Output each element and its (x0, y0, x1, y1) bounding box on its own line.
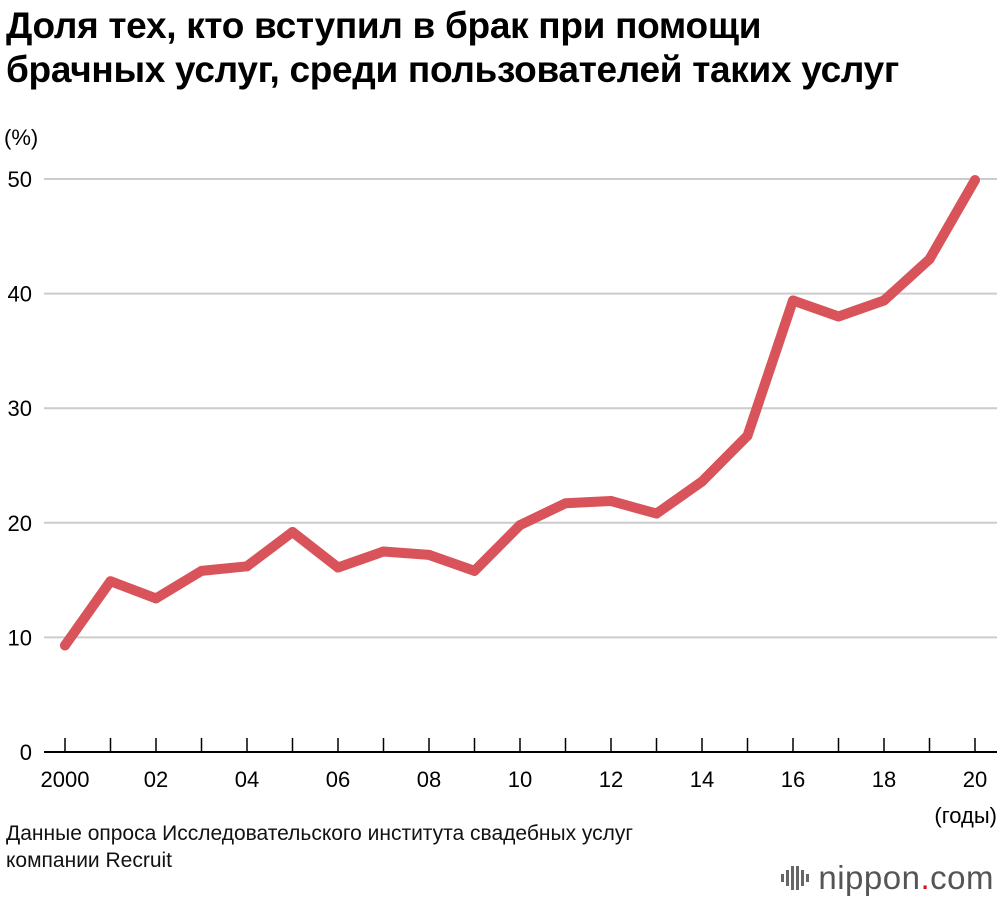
chart-title-line-2: брачных услуг, среди пользователей таких… (6, 49, 899, 90)
data-point (788, 295, 798, 306)
y-tick-label: 10 (8, 625, 32, 650)
source-line-1: Данные опроса Исследовательского институ… (6, 822, 634, 845)
y-tick-labels: 0 10 20 30 40 50 (8, 167, 32, 765)
y-tick-label: 50 (8, 167, 32, 192)
data-point (196, 565, 207, 576)
data-point (651, 508, 662, 519)
x-tick-label: 18 (872, 767, 896, 792)
data-point (924, 254, 935, 265)
chart-title-line-1: Доля тех, кто вступил в брак при помощи (6, 5, 762, 46)
x-axis (44, 738, 997, 753)
data-point (606, 496, 616, 507)
data-point (970, 175, 980, 186)
x-tick-label: 06 (326, 767, 350, 792)
data-point (105, 576, 116, 587)
data-point (287, 526, 298, 537)
data-point (333, 562, 343, 573)
x-tick-label: 08 (417, 767, 441, 792)
data-point (378, 546, 389, 557)
data-point (515, 520, 525, 531)
series-layer (60, 175, 980, 651)
x-tick-label: 20 (963, 767, 987, 792)
logo-dot: . (920, 859, 931, 896)
data-point (424, 549, 434, 560)
x-tick-label: 10 (508, 767, 532, 792)
data-point (242, 561, 252, 572)
data-point (469, 565, 480, 576)
y-axis-unit-label: (%) (4, 125, 38, 150)
y-tick-label: 40 (8, 282, 32, 307)
y-tick-label: 0 (20, 740, 32, 765)
x-tick-label: 16 (781, 767, 805, 792)
y-tick-label: 30 (8, 396, 32, 421)
nippon-logo-text: nippon.com (818, 860, 994, 896)
x-tick-labels: 2000 02 04 06 08 10 12 14 16 18 20 (41, 767, 988, 792)
nippon-logo-icon (781, 866, 810, 890)
x-tick-label: 02 (144, 767, 168, 792)
source-line-2: компании Recruit (6, 849, 173, 872)
grid-lines (44, 178, 997, 639)
nippon-logo: nippon.com (780, 858, 994, 898)
data-point (833, 311, 844, 322)
x-tick-label: 12 (599, 767, 623, 792)
x-tick-label: 14 (690, 767, 714, 792)
data-point (742, 430, 753, 441)
data-point (151, 593, 161, 604)
data-point (560, 498, 571, 509)
logo-tld: com (930, 859, 994, 896)
y-tick-label: 20 (8, 511, 32, 536)
data-point (697, 476, 707, 487)
data-point (60, 640, 70, 651)
logo-name: nippon (818, 859, 921, 896)
data-point (879, 295, 889, 306)
x-tick-label: 04 (235, 767, 259, 792)
source-note: Данные опроса Исследовательского институ… (6, 820, 633, 874)
x-tick-label: 2000 (41, 767, 90, 792)
x-axis-unit-label: (годы) (934, 803, 997, 828)
chart-title: Доля тех, кто вступил в брак при помощи … (6, 4, 996, 92)
